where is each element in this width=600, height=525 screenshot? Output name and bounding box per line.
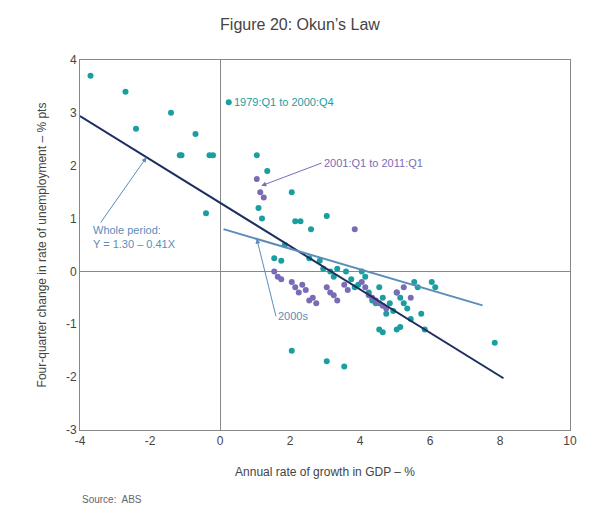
svg-text:2: 2 [70, 159, 77, 173]
svg-text:Four-quarter change in rate of: Four-quarter change in rate of unemploym… [35, 103, 49, 388]
svg-text:0: 0 [70, 265, 77, 279]
svg-text:10: 10 [563, 434, 577, 448]
svg-text:0: 0 [217, 434, 224, 448]
svg-text:-2: -2 [145, 434, 156, 448]
svg-text:-2: -2 [66, 370, 77, 384]
svg-text:Figure 20: Okun’s Law: Figure 20: Okun’s Law [220, 16, 380, 33]
svg-text:4: 4 [357, 434, 364, 448]
svg-text:-4: -4 [75, 434, 86, 448]
svg-text:-3: -3 [66, 423, 77, 437]
svg-text:4: 4 [70, 53, 77, 67]
svg-text:2000s: 2000s [278, 310, 308, 322]
svg-text:1: 1 [70, 212, 77, 226]
svg-text:6: 6 [427, 434, 434, 448]
svg-text:Whole period:Y = 1.30 – 0.41X: Whole period:Y = 1.30 – 0.41X [93, 224, 176, 250]
svg-text:-1: -1 [66, 317, 77, 331]
svg-text:3: 3 [70, 106, 77, 120]
svg-text:8: 8 [497, 434, 504, 448]
svg-text:Annual rate of growth in GDP –: Annual rate of growth in GDP – % [235, 465, 415, 479]
svg-text:2: 2 [287, 434, 294, 448]
svg-text:1979:Q1 to 2000:Q4: 1979:Q1 to 2000:Q4 [234, 96, 334, 108]
svg-text:Source: ABS: Source: ABS [82, 494, 142, 505]
svg-text:2001:Q1 to 2011:Q1: 2001:Q1 to 2011:Q1 [324, 157, 423, 169]
